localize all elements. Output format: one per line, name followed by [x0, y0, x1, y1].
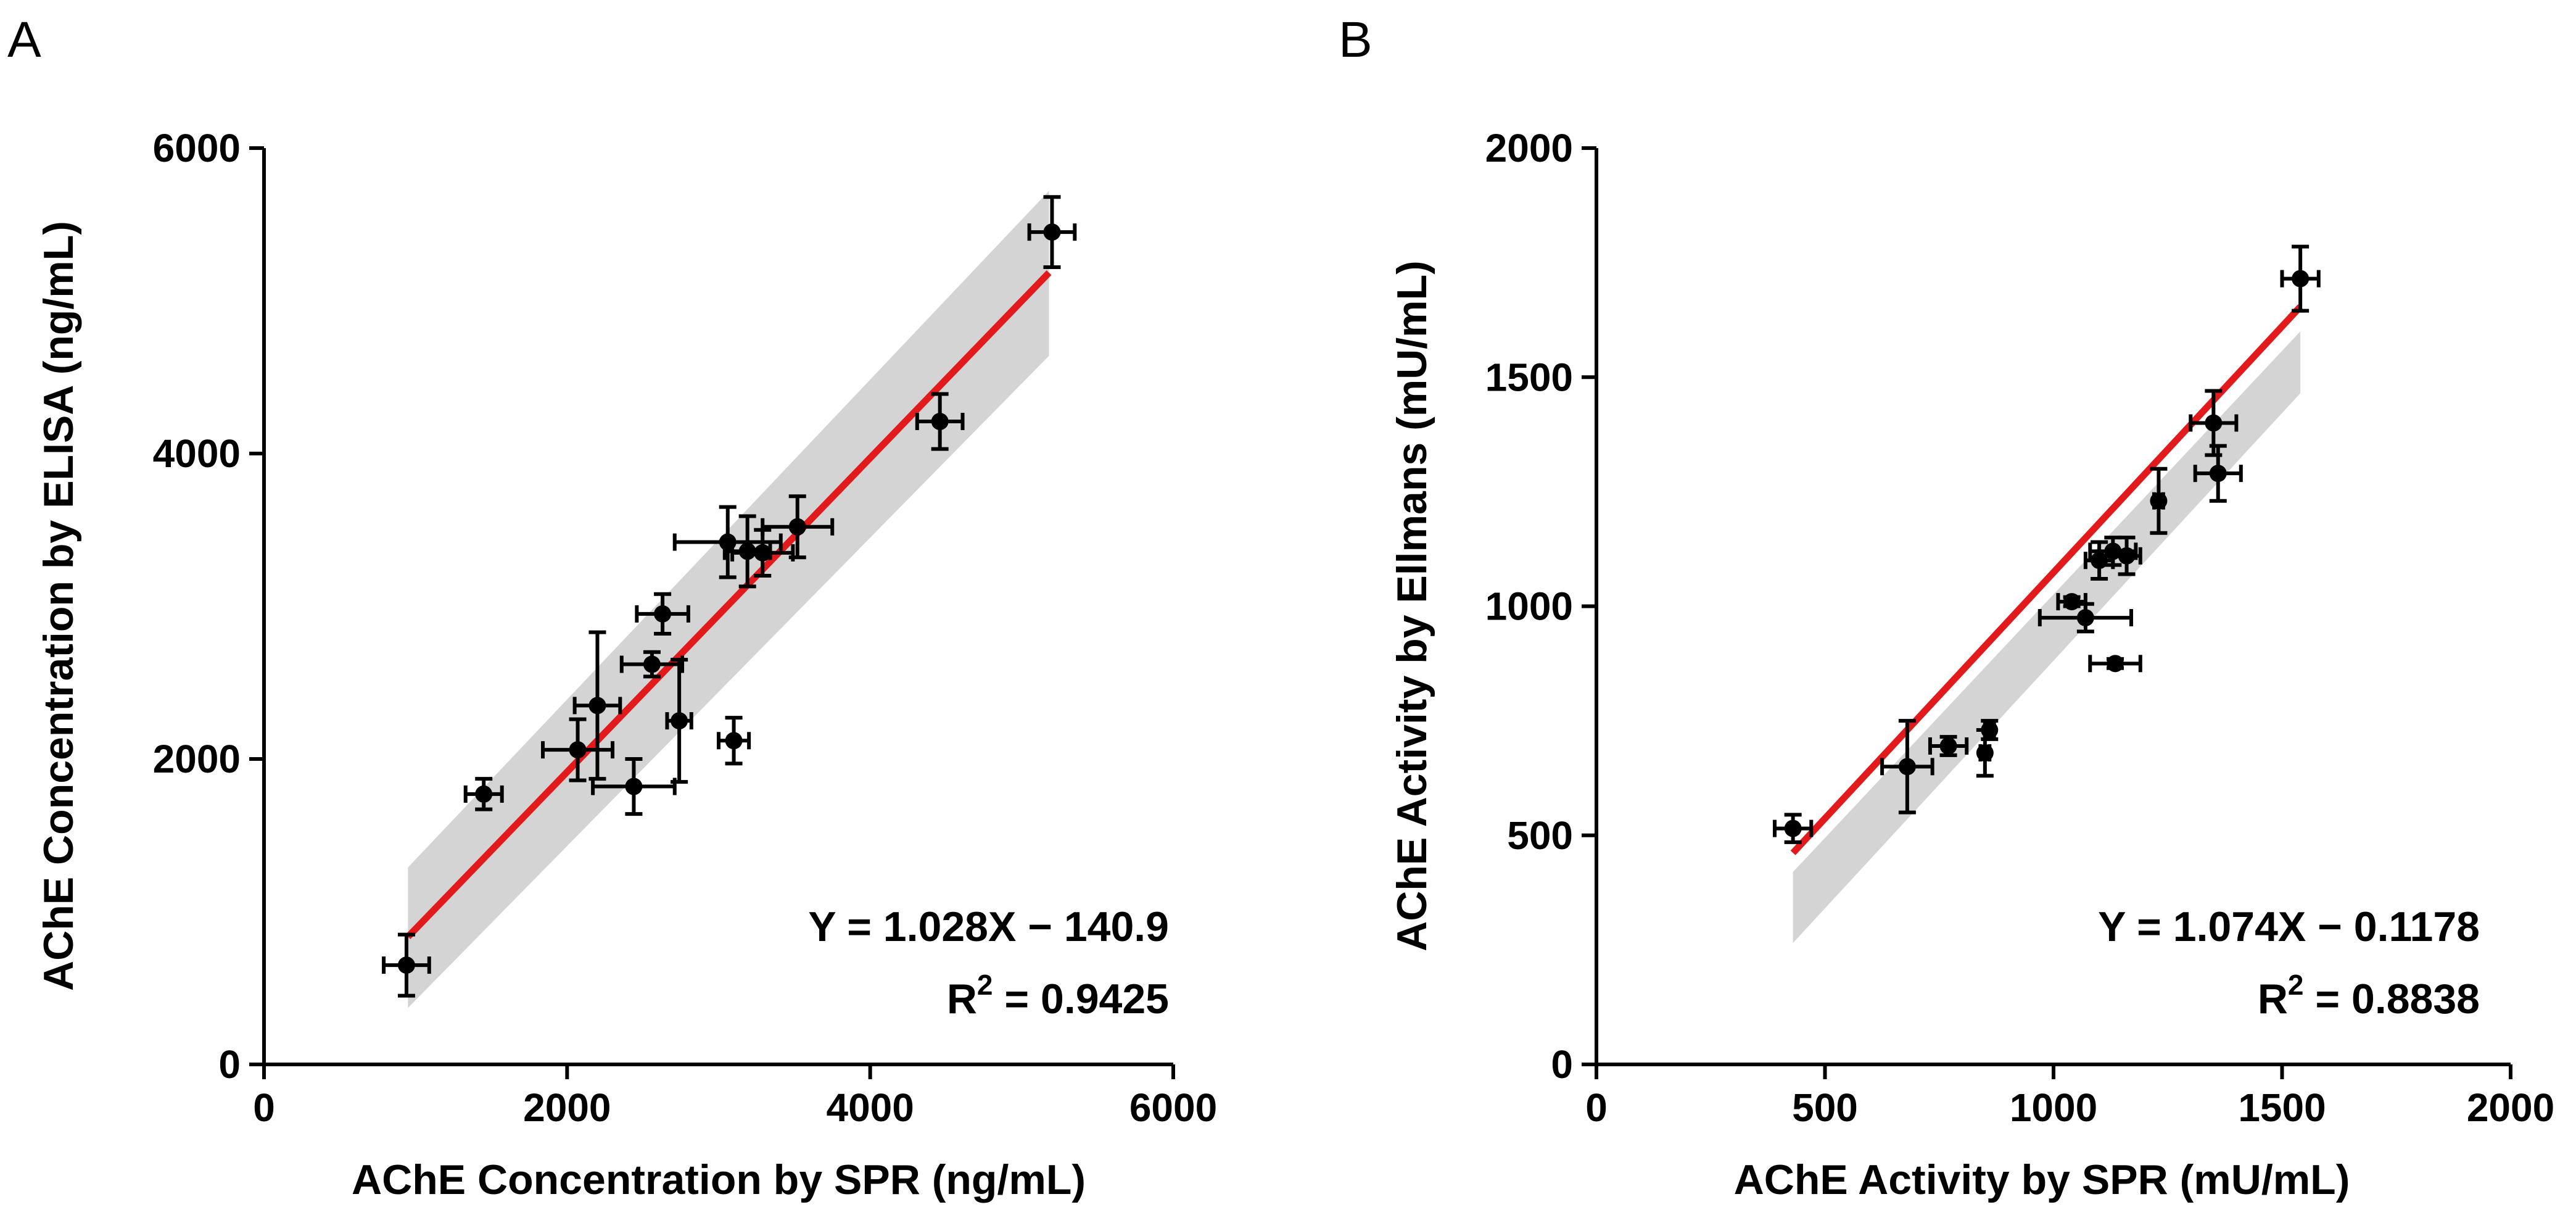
panel-b-data-point — [2111, 536, 2142, 576]
panel-a-data-point — [619, 650, 685, 679]
panel-b-data-point — [1928, 735, 1969, 757]
panel-a-data-point — [591, 757, 677, 816]
panel-b-x-tick-label: 2000 — [2467, 1085, 2554, 1130]
panel-b-r-squared-prefix: R — [2258, 976, 2288, 1022]
panel-b-point-marker — [2209, 465, 2227, 483]
panel-b-y-tick-label: 500 — [1507, 813, 1573, 858]
panel-b-x-tick-label: 500 — [1792, 1085, 1858, 1130]
panel-b-point-marker — [1939, 737, 1957, 755]
panel-a-point-marker — [754, 544, 772, 562]
panel-b-point-marker — [1981, 721, 1999, 739]
panel-b-point-marker — [2063, 593, 2081, 611]
panel-a-y-tick-label: 2000 — [153, 737, 241, 781]
panel-b-point-marker — [2292, 270, 2310, 288]
panel-a-x-tick-label: 2000 — [523, 1085, 611, 1130]
panel-b-point-marker — [2107, 655, 2124, 673]
panel-a-point-marker — [475, 785, 493, 803]
panel-a-data-point — [761, 494, 835, 560]
panel-b-plot: 0 500 1000 1500 2000 0 500 1000 1500 2000 — [1485, 126, 2555, 1130]
panel-a-data-point — [915, 392, 965, 451]
panel-a-y-tick-label: 0 — [218, 1042, 241, 1087]
panel-b-y-axis-title: AChE Activity by Ellmans (mU/mL) — [1389, 260, 1435, 951]
panel-a-data-point — [665, 658, 693, 784]
panel-a-x-axis-title: AChE Concentration by SPR (ng/mL) — [352, 1156, 1086, 1203]
panel-letter-a: A — [7, 12, 41, 68]
panel-b-y-tick-label: 0 — [1551, 1042, 1573, 1087]
panel-b-data-point — [2193, 444, 2243, 503]
panel-b-x-axis-title: AChE Activity by SPR (mU/mL) — [1734, 1156, 2350, 1203]
panel-b-x-tick-label: 1000 — [2010, 1085, 2097, 1130]
panel-b-regression-line — [1790, 304, 2303, 855]
panel-b-data-point — [1880, 719, 1934, 815]
panel-b-data-point — [2150, 466, 2168, 535]
panel-b-confidence-band — [1793, 331, 2301, 943]
panel-a-data-point — [1027, 195, 1077, 270]
panel-b-data-point — [1981, 719, 1999, 741]
panel-a-x-tick-label: 6000 — [1129, 1085, 1217, 1130]
panel-b-y-tick-label: 2000 — [1485, 126, 1573, 170]
panel-a-point-marker — [788, 518, 806, 536]
panel-a-point-marker — [654, 605, 672, 623]
panel-a-point-marker — [671, 712, 688, 730]
panel-b-r-squared: R2 = 0.8838 — [2258, 969, 2480, 1022]
panel-a-regression-line — [405, 270, 1052, 939]
panel-a: A 0 2000 4000 6000 0 2000 4000 6000 Y = 1.028X … — [7, 12, 1217, 1203]
panel-b-point-marker — [2150, 492, 2168, 510]
panel-a-y-tick-label: 6000 — [153, 126, 241, 170]
panel-a-confidence-band — [408, 191, 1049, 1008]
panel-b-point-marker — [1976, 744, 1994, 762]
panel-b-r-squared-superscript: 2 — [2288, 969, 2304, 1001]
panel-a-point-marker — [397, 956, 415, 974]
panel-a-point-marker — [569, 741, 587, 759]
panel-a-y-tick-label: 4000 — [153, 431, 241, 476]
panel-a-point-marker — [725, 732, 743, 750]
panel-a-data-point — [635, 592, 690, 636]
panel-a-r-squared-superscript: 2 — [977, 969, 993, 1001]
panel-b-data-point — [1772, 813, 1814, 844]
panel-a-data-point — [717, 716, 751, 766]
panel-b-point-marker — [1784, 819, 1802, 837]
panel-b-point-marker — [2205, 414, 2223, 432]
panel-b-point-marker — [1898, 758, 1916, 776]
panel-b-point-marker — [2091, 552, 2108, 570]
panel-b-r-squared-value: = 0.8838 — [2304, 976, 2480, 1022]
panel-a-point-marker — [625, 777, 643, 795]
panel-b-x-tick-label: 1500 — [2238, 1085, 2326, 1130]
panel-a-x-tick-label: 4000 — [826, 1085, 914, 1130]
panel-a-r-squared-prefix: R — [947, 976, 977, 1022]
panel-b: B 0 500 1000 1500 2000 0 500 1000 1500 2000 Y = 1… — [1339, 12, 2554, 1203]
panel-b-point-marker — [2118, 547, 2136, 565]
panel-a-fit-equation: Y = 1.028X − 140.9 — [808, 903, 1169, 950]
panel-b-data-point — [2056, 593, 2087, 611]
panel-a-data-point — [541, 717, 615, 782]
panel-a-x-tick-label: 0 — [253, 1085, 275, 1130]
panel-b-data-point — [2037, 602, 2133, 634]
panel-a-y-axis-title: AChE Concentration by ELISA (ng/mL) — [35, 221, 82, 991]
panel-letter-b: B — [1339, 12, 1373, 68]
panel-b-x-tick-label: 0 — [1585, 1085, 1608, 1130]
panel-b-fit-equation: Y = 1.074X − 0.1178 — [2098, 903, 2480, 950]
panel-a-point-marker — [643, 655, 661, 673]
panel-a-point-marker — [1043, 223, 1061, 241]
panel-b-data-point — [2280, 244, 2321, 313]
panel-b-point-marker — [2076, 609, 2094, 627]
panel-a-data-point — [382, 932, 431, 998]
panel-a-r-squared-value: = 0.9425 — [993, 976, 1169, 1022]
panel-a-data-point — [463, 777, 504, 811]
panel-a-point-marker — [931, 413, 949, 431]
panel-a-plot: 0 2000 4000 6000 0 2000 4000 6000 — [153, 126, 1218, 1130]
panel-b-data-point — [1976, 728, 1994, 778]
panel-b-y-tick-label: 1000 — [1485, 584, 1573, 629]
panel-b-data-point — [2083, 540, 2115, 581]
panel-b-data-point — [2088, 655, 2142, 673]
panel-b-y-tick-label: 1500 — [1485, 355, 1573, 399]
panel-a-point-marker — [588, 697, 606, 715]
panel-a-r-squared: R2 = 0.9425 — [947, 969, 1169, 1022]
